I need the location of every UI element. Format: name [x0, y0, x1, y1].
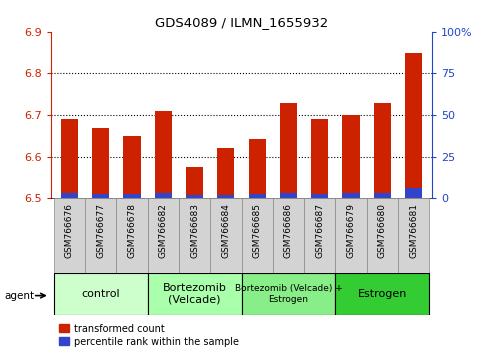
Bar: [155, 111, 172, 198]
Bar: [374, 103, 391, 198]
Bar: [54, 273, 148, 315]
Bar: [186, 195, 203, 198]
Bar: [249, 139, 266, 198]
Legend: transformed count, percentile rank within the sample: transformed count, percentile rank withi…: [56, 320, 243, 350]
Text: agent: agent: [5, 291, 35, 301]
Bar: [155, 193, 172, 198]
Bar: [85, 198, 116, 273]
Text: GSM766679: GSM766679: [346, 204, 355, 258]
Bar: [61, 119, 78, 198]
Bar: [249, 194, 266, 198]
Text: Bortezomib
(Velcade): Bortezomib (Velcade): [163, 283, 227, 305]
Text: GSM766686: GSM766686: [284, 204, 293, 258]
Text: GSM766683: GSM766683: [190, 204, 199, 258]
Bar: [405, 188, 422, 198]
Title: GDS4089 / ILMN_1655932: GDS4089 / ILMN_1655932: [155, 16, 328, 29]
Bar: [342, 193, 359, 198]
Bar: [61, 193, 78, 198]
Text: control: control: [82, 289, 120, 299]
Bar: [179, 198, 210, 273]
Text: GSM766685: GSM766685: [253, 204, 262, 258]
Bar: [92, 129, 109, 198]
Text: GSM766677: GSM766677: [96, 204, 105, 258]
Text: GSM766680: GSM766680: [378, 204, 387, 258]
Bar: [242, 198, 273, 273]
Bar: [342, 115, 359, 198]
Bar: [54, 198, 85, 273]
Bar: [242, 273, 335, 315]
Bar: [273, 198, 304, 273]
Bar: [311, 194, 328, 198]
Text: GSM766684: GSM766684: [221, 204, 230, 258]
Text: GSM766676: GSM766676: [65, 204, 74, 258]
Bar: [280, 193, 297, 198]
Bar: [367, 198, 398, 273]
Bar: [210, 198, 242, 273]
Bar: [374, 193, 391, 198]
Bar: [335, 198, 367, 273]
Bar: [335, 273, 429, 315]
Bar: [405, 53, 422, 198]
Bar: [304, 198, 335, 273]
Bar: [148, 198, 179, 273]
Text: Bortezomib (Velcade) +
Estrogen: Bortezomib (Velcade) + Estrogen: [235, 284, 342, 303]
Bar: [124, 194, 141, 198]
Bar: [148, 273, 242, 315]
Bar: [311, 119, 328, 198]
Bar: [280, 103, 297, 198]
Text: GSM766682: GSM766682: [159, 204, 168, 258]
Bar: [398, 198, 429, 273]
Bar: [92, 194, 109, 198]
Text: GSM766687: GSM766687: [315, 204, 324, 258]
Bar: [217, 148, 234, 198]
Text: GSM766678: GSM766678: [128, 204, 137, 258]
Bar: [217, 195, 234, 198]
Text: Estrogen: Estrogen: [357, 289, 407, 299]
Bar: [186, 167, 203, 198]
Bar: [116, 198, 148, 273]
Bar: [124, 136, 141, 198]
Text: GSM766681: GSM766681: [409, 204, 418, 258]
